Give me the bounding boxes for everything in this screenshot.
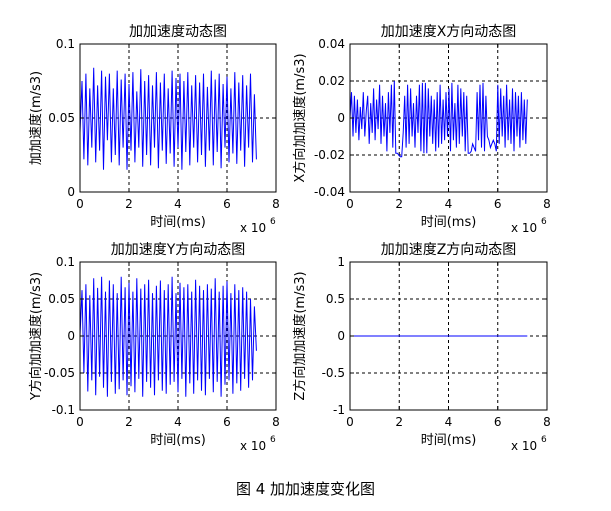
chart-title: 加加速度Y方向动态图 <box>111 242 246 258</box>
x-tick-label: 4 <box>445 415 453 429</box>
chart-title: 加加速度X方向动态图 <box>381 24 517 40</box>
y-axis-label: X方向加加速度(m/s3) <box>292 53 308 182</box>
x-tick-label: 4 <box>445 197 453 211</box>
x-axis-label: 时间(ms) <box>421 215 477 230</box>
x-exponent-power: 6 <box>541 217 547 227</box>
y-tick-label: -0.02 <box>314 148 345 162</box>
x-exponent-power: 6 <box>270 435 276 445</box>
y-tick-label: 0.04 <box>318 37 345 51</box>
x-axis-label: 时间(ms) <box>150 215 206 230</box>
y-axis-label: 加加速度(m/s3) <box>28 71 44 165</box>
x-tick-label: 8 <box>543 415 551 429</box>
x-tick-label: 2 <box>395 415 403 429</box>
figure-caption: 图 4 加加速度变化图 <box>235 480 376 498</box>
x-tick-label: 8 <box>543 197 551 211</box>
y-tick-label: 1 <box>337 255 345 269</box>
y-tick-label: -1 <box>333 403 345 417</box>
x-tick-label: 0 <box>76 415 84 429</box>
y-axis-label: Z方向加加速度(m/s3) <box>292 271 308 400</box>
y-tick-label: 0.05 <box>48 292 75 306</box>
x-tick-label: 2 <box>125 197 133 211</box>
x-tick-label: 6 <box>223 415 231 429</box>
x-exponent-label: x 10 <box>511 439 537 453</box>
subplot-2: 0 2 4 6 8 -0.04 -0.02 0 0.02 0.04 加加速度X方向动态图时间(ms)… <box>292 24 551 235</box>
series-line-1 <box>79 67 257 170</box>
x-tick-label: 4 <box>174 197 182 211</box>
x-axis-label: 时间(ms) <box>150 433 206 448</box>
x-tick-label: 8 <box>272 415 280 429</box>
y-tick-label: 0 <box>67 185 75 199</box>
x-tick-label: 0 <box>346 415 354 429</box>
x-exponent-power: 6 <box>270 217 276 227</box>
x-tick-label: 6 <box>223 197 231 211</box>
chart-title: 加加速度Z方向动态图 <box>381 242 517 258</box>
x-tick-label: 6 <box>494 197 502 211</box>
x-tick-label: 4 <box>174 415 182 429</box>
x-tick-label: 2 <box>395 197 403 211</box>
x-exponent-label: x 10 <box>240 221 266 235</box>
x-tick-label: 0 <box>346 197 354 211</box>
series-line-1 <box>349 80 528 158</box>
y-tick-label: 0 <box>67 329 75 343</box>
y-tick-label: -0.05 <box>44 366 75 380</box>
y-tick-label: 0.1 <box>56 255 75 269</box>
x-exponent-label: x 10 <box>511 221 537 235</box>
x-exponent-power: 6 <box>541 435 547 445</box>
y-tick-label: 0.1 <box>56 37 75 51</box>
x-tick-label: 0 <box>76 197 84 211</box>
y-tick-label: -0.04 <box>314 185 345 199</box>
y-tick-label: 0 <box>337 111 345 125</box>
x-tick-label: 2 <box>125 415 133 429</box>
y-tick-label: 0 <box>337 329 345 343</box>
x-tick-label: 6 <box>494 415 502 429</box>
y-tick-label: -0.1 <box>52 403 75 417</box>
x-axis-label: 时间(ms) <box>421 433 477 448</box>
y-tick-label: -0.5 <box>322 366 345 380</box>
y-tick-label: 0.05 <box>48 111 75 125</box>
x-exponent-label: x 10 <box>240 439 266 453</box>
series-line-1 <box>79 276 257 397</box>
x-tick-label: 8 <box>272 197 280 211</box>
chart-title: 加加速度动态图 <box>129 24 227 40</box>
y-tick-label: 0.02 <box>318 74 345 88</box>
y-tick-label: 0.5 <box>326 292 345 306</box>
y-axis-label: Y方向加加速度(m/s3) <box>28 272 44 401</box>
